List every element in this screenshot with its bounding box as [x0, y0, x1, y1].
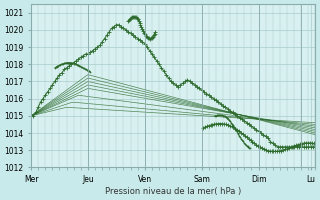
- X-axis label: Pression niveau de la mer( hPa ): Pression niveau de la mer( hPa ): [105, 187, 241, 196]
